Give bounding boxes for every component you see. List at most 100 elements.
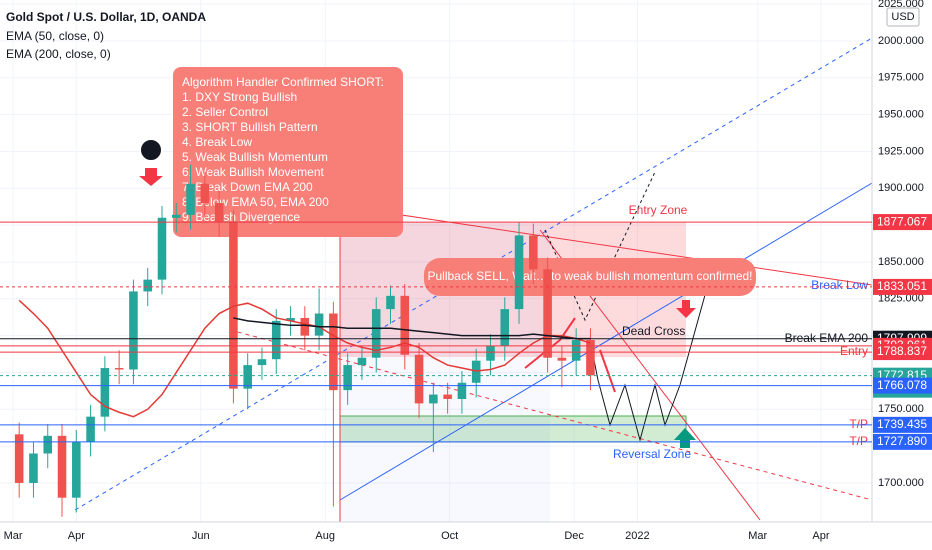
level-label: 1833.051 <box>877 279 927 293</box>
candle-body <box>500 309 510 346</box>
robot-icon <box>139 138 163 162</box>
candle-body <box>186 183 195 215</box>
level-label: 1788.837 <box>877 344 927 358</box>
dead-cross-label: Dead Cross <box>622 324 685 338</box>
y-tick-label: 1950.000 <box>878 109 924 121</box>
candle-body <box>386 295 395 310</box>
x-tick-label: 2022 <box>625 530 649 542</box>
trend-line <box>339 182 873 501</box>
y-tick-label: 1975.000 <box>878 72 924 84</box>
ema-line <box>18 299 591 418</box>
candle-body <box>271 320 281 360</box>
currency: USD <box>891 11 914 23</box>
zone-label: Reversal Zone <box>613 447 691 461</box>
currency-badge <box>886 7 920 27</box>
candle-body <box>29 453 38 483</box>
candle-body <box>343 365 352 391</box>
signal-line: Algorithm Handler Confirmed SHORT: <box>182 75 384 89</box>
y-tick-label: 1700.000 <box>878 477 924 489</box>
candle-body <box>300 317 310 336</box>
candle-body <box>86 416 95 442</box>
channel-line <box>74 37 873 511</box>
candle-body <box>43 435 53 454</box>
y-tick-label: 1750.000 <box>878 403 924 415</box>
x-tick-label: Jun <box>192 530 210 542</box>
signal-line: 9. Bearish Divergence <box>182 210 300 224</box>
candle-body <box>257 359 267 366</box>
candle-body <box>200 183 210 204</box>
candle-body <box>171 214 181 218</box>
level-label: 1766.078 <box>877 378 927 392</box>
candle-body <box>400 295 410 355</box>
candle-body <box>514 235 524 310</box>
candle-body <box>129 291 138 370</box>
candle-body <box>157 217 167 280</box>
candle-body <box>286 317 295 321</box>
signal-line: 7. Break Down EMA 200 <box>182 180 313 194</box>
level-note: Entry <box>840 344 868 358</box>
candle-body <box>586 340 595 376</box>
signal-line: 3. SHORT Bullish Pattern <box>182 120 318 134</box>
level-note: T/P <box>849 417 868 431</box>
candle-body <box>571 340 581 361</box>
candle-body <box>457 382 467 399</box>
candle-body <box>443 394 452 399</box>
level-note: Break EMA 200 <box>785 331 869 345</box>
up-arrow-icon <box>674 428 696 448</box>
level-tag <box>873 416 932 433</box>
candle-body <box>529 235 538 270</box>
level-label: 1739.435 <box>877 417 927 431</box>
candle-body <box>143 279 152 292</box>
level-label: 1877.067 <box>877 214 927 228</box>
projection <box>589 294 706 442</box>
candle-body <box>243 365 252 389</box>
legend-entry: EMA (200, close, 0) <box>6 47 111 61</box>
candle-body <box>57 435 67 498</box>
y-tick-label: 2000.000 <box>878 35 924 47</box>
x-tick-label: Aug <box>315 530 335 542</box>
signal-line: 5. Weak Bullish Momentum <box>182 150 328 164</box>
zone-label: Entry Zone <box>629 203 688 217</box>
arrow <box>599 349 616 393</box>
y-tick-label: 1925.000 <box>878 145 924 157</box>
level-tag <box>873 344 932 361</box>
candle-body <box>357 357 367 366</box>
level-label: 1727.890 <box>877 434 927 448</box>
candle-body <box>100 368 110 417</box>
signal-box <box>173 67 403 237</box>
candle-body <box>14 434 24 483</box>
level-tag <box>873 433 932 450</box>
candle-body <box>72 441 81 498</box>
level-tag <box>873 377 932 394</box>
candle-body <box>543 269 552 358</box>
candle-body <box>414 354 424 404</box>
candle-body <box>114 368 124 370</box>
price-axis <box>872 0 932 550</box>
y-tick-label: 2025.000 <box>878 0 924 10</box>
ema-line <box>233 317 591 340</box>
x-tick-label: Apr <box>812 530 829 542</box>
candle-body <box>214 203 224 223</box>
y-tick-label: 1900.000 <box>878 182 924 194</box>
arrow <box>524 317 576 369</box>
chart-title: Gold Spot / U.S. Dollar, 1D, OANDA <box>6 10 206 24</box>
signal-line: 6. Weak Bullish Movement <box>182 165 325 179</box>
x-tick-label: Dec <box>564 530 584 542</box>
y-tick-label: 1825.000 <box>878 293 924 305</box>
pullback-text: Pullback SELL, Wait… to weak bullish mom… <box>427 269 752 283</box>
level-tag <box>873 278 932 295</box>
candle-body <box>429 394 438 404</box>
signal-line: 1. DXY Strong Bullish <box>182 90 297 104</box>
level-note: Break Low <box>811 278 868 292</box>
legend-entry: EMA (50, close, 0) <box>6 29 104 43</box>
x-tick-label: Mar <box>748 530 767 542</box>
signal-line: 2. Seller Control <box>182 105 268 119</box>
x-tick-label: Mar <box>4 530 23 542</box>
x-tick-label: Apr <box>68 530 85 542</box>
x-tick-label: Oct <box>441 530 458 542</box>
level-note: T/P <box>849 434 868 448</box>
candle-body <box>314 313 324 336</box>
level-tag <box>873 214 932 231</box>
signal-line: 4. Break Low <box>182 135 252 149</box>
